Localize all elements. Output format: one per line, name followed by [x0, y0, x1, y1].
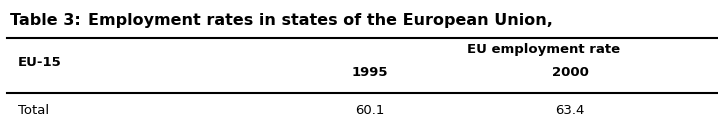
Text: 60.1: 60.1	[355, 104, 385, 117]
Text: EU employment rate: EU employment rate	[467, 44, 620, 57]
Text: 63.4: 63.4	[555, 104, 584, 117]
Text: Table 3:: Table 3:	[10, 13, 80, 28]
Text: 1995: 1995	[352, 66, 388, 79]
Text: Employment rates in states of the European Union,: Employment rates in states of the Europe…	[88, 13, 553, 28]
Text: 2000: 2000	[551, 66, 589, 79]
Text: EU-15: EU-15	[18, 56, 62, 68]
Text: Total: Total	[18, 104, 49, 117]
